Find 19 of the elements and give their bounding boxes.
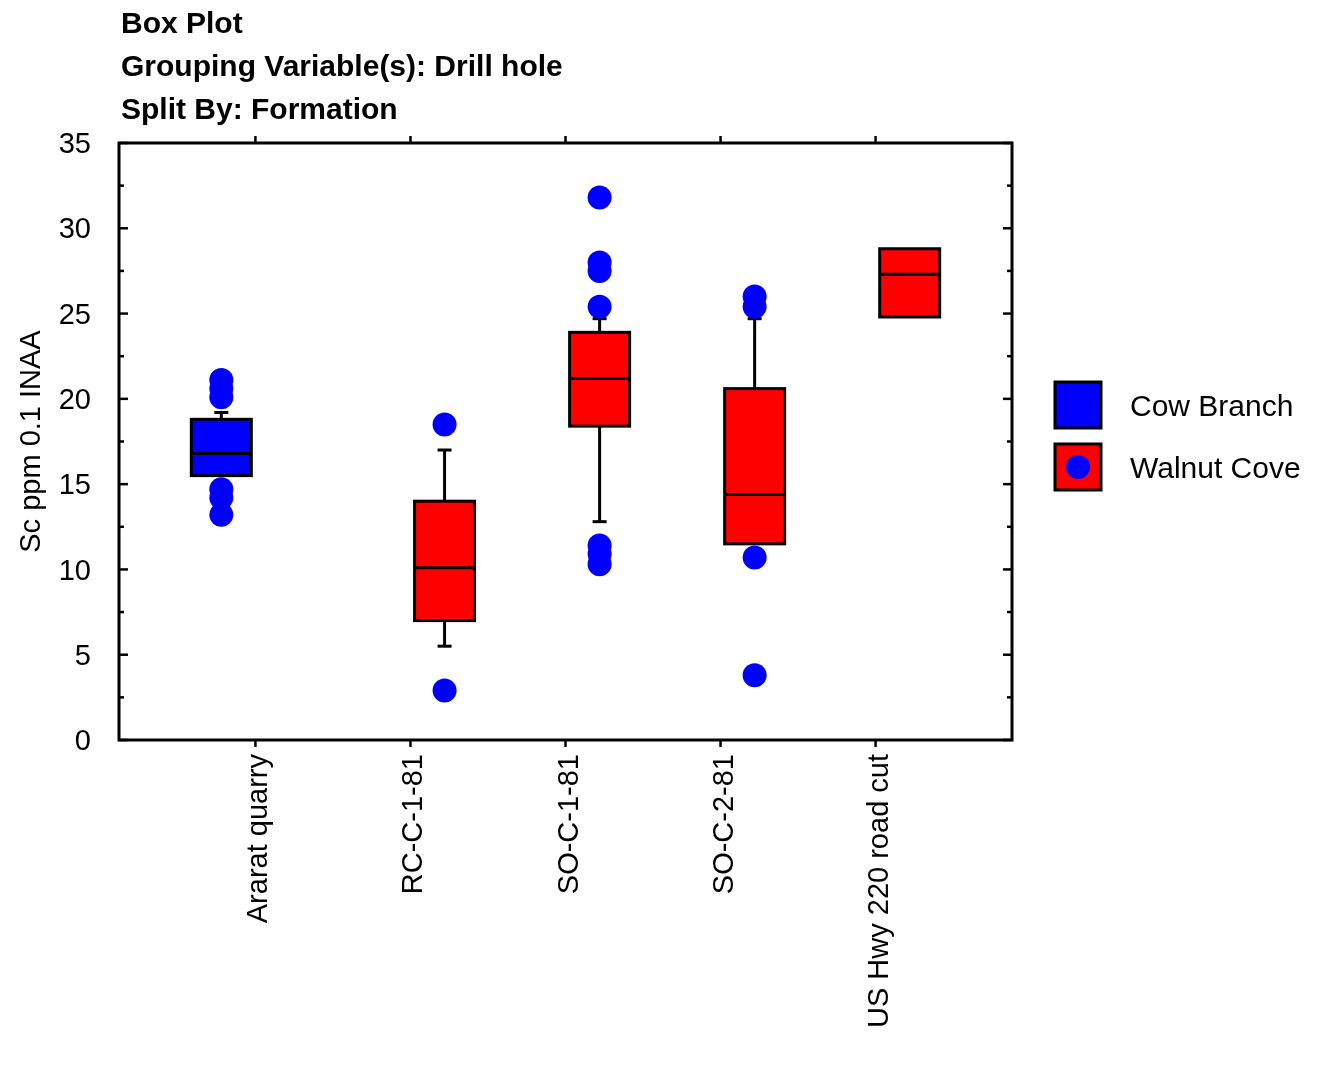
text: Split By: Formation	[121, 92, 398, 125]
x-tick-label: RC-C-1-81	[396, 754, 429, 895]
y-axis-title: Sc ppm 0.1 INAA	[14, 329, 46, 553]
legend-label: Cow Branch	[1130, 388, 1294, 422]
y-tick-label: 0	[74, 724, 91, 757]
chart-subtitle: Grouping Variable(s): Drill hole	[121, 49, 563, 82]
y-tick-label: 35	[58, 127, 91, 160]
y-tick-label: 30	[58, 212, 91, 245]
y-tick-label: 10	[58, 553, 91, 586]
y-tick-label: 5	[74, 638, 91, 671]
x-tick-label: US Hwy 220 road cut	[861, 754, 894, 1029]
x-tick-label: Ararat quarry	[241, 753, 274, 924]
legend-label: Walnut Cove	[1130, 450, 1301, 484]
y-tick-label: 20	[58, 383, 91, 416]
x-tick-label: SO-C-1-81	[551, 754, 584, 895]
chart-title: Box Plot	[121, 6, 243, 39]
y-tick-label: 15	[58, 468, 91, 501]
x-tick-label: SO-C-2-81	[706, 754, 739, 895]
y-tick-label: 25	[58, 297, 91, 330]
